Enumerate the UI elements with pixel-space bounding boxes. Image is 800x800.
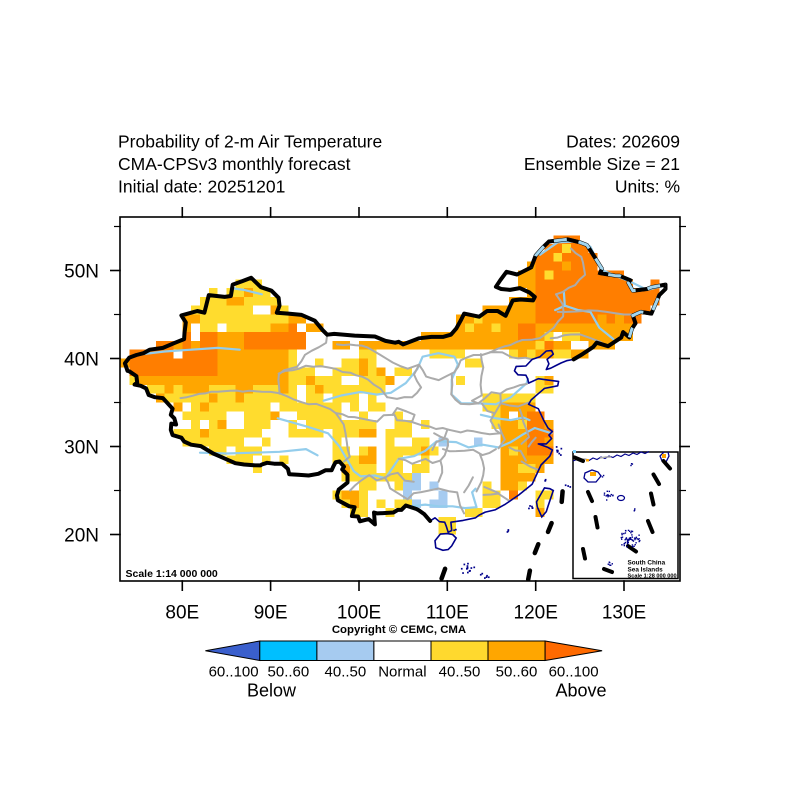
svg-text:Probability of 2-m Air Tempera: Probability of 2-m Air Temperature: [118, 132, 382, 152]
svg-text:Scale 1:28 000 000: Scale 1:28 000 000: [628, 574, 677, 580]
svg-text:Dates: 202609: Dates: 202609: [566, 132, 680, 152]
svg-text:100E: 100E: [337, 603, 381, 624]
svg-text:20N: 20N: [64, 526, 99, 547]
svg-text:40..50: 40..50: [325, 664, 367, 681]
svg-text:90E: 90E: [254, 603, 288, 624]
svg-text:Normal: Normal: [378, 664, 426, 681]
svg-text:Initial date: 20251201: Initial date: 20251201: [118, 177, 285, 197]
svg-text:CMA-CPSv3 monthly forecast: CMA-CPSv3 monthly forecast: [118, 154, 351, 174]
svg-text:Scale 1:14 000 000: Scale 1:14 000 000: [126, 568, 218, 580]
svg-text:30N: 30N: [64, 438, 99, 459]
svg-text:40..50: 40..50: [439, 664, 481, 681]
svg-text:80E: 80E: [165, 603, 199, 624]
svg-text:50..60: 50..60: [496, 664, 538, 681]
svg-text:120E: 120E: [514, 603, 558, 624]
svg-text:40N: 40N: [64, 350, 99, 371]
svg-text:South China: South China: [628, 560, 666, 567]
svg-text:60..100: 60..100: [209, 664, 259, 681]
svg-text:110E: 110E: [426, 603, 469, 624]
svg-text:Copyright © CEMC, CMA: Copyright © CEMC, CMA: [332, 624, 466, 636]
svg-text:Sea Islands: Sea Islands: [628, 567, 664, 574]
svg-text:50N: 50N: [64, 262, 99, 283]
svg-text:Ensemble Size = 21: Ensemble Size = 21: [524, 154, 680, 174]
svg-text:Below: Below: [247, 681, 297, 701]
svg-text:50..60: 50..60: [268, 664, 310, 681]
svg-text:60..100: 60..100: [549, 664, 599, 681]
svg-text:Units: %: Units: %: [615, 177, 680, 197]
svg-text:Above: Above: [555, 681, 606, 701]
svg-text:130E: 130E: [602, 603, 646, 624]
